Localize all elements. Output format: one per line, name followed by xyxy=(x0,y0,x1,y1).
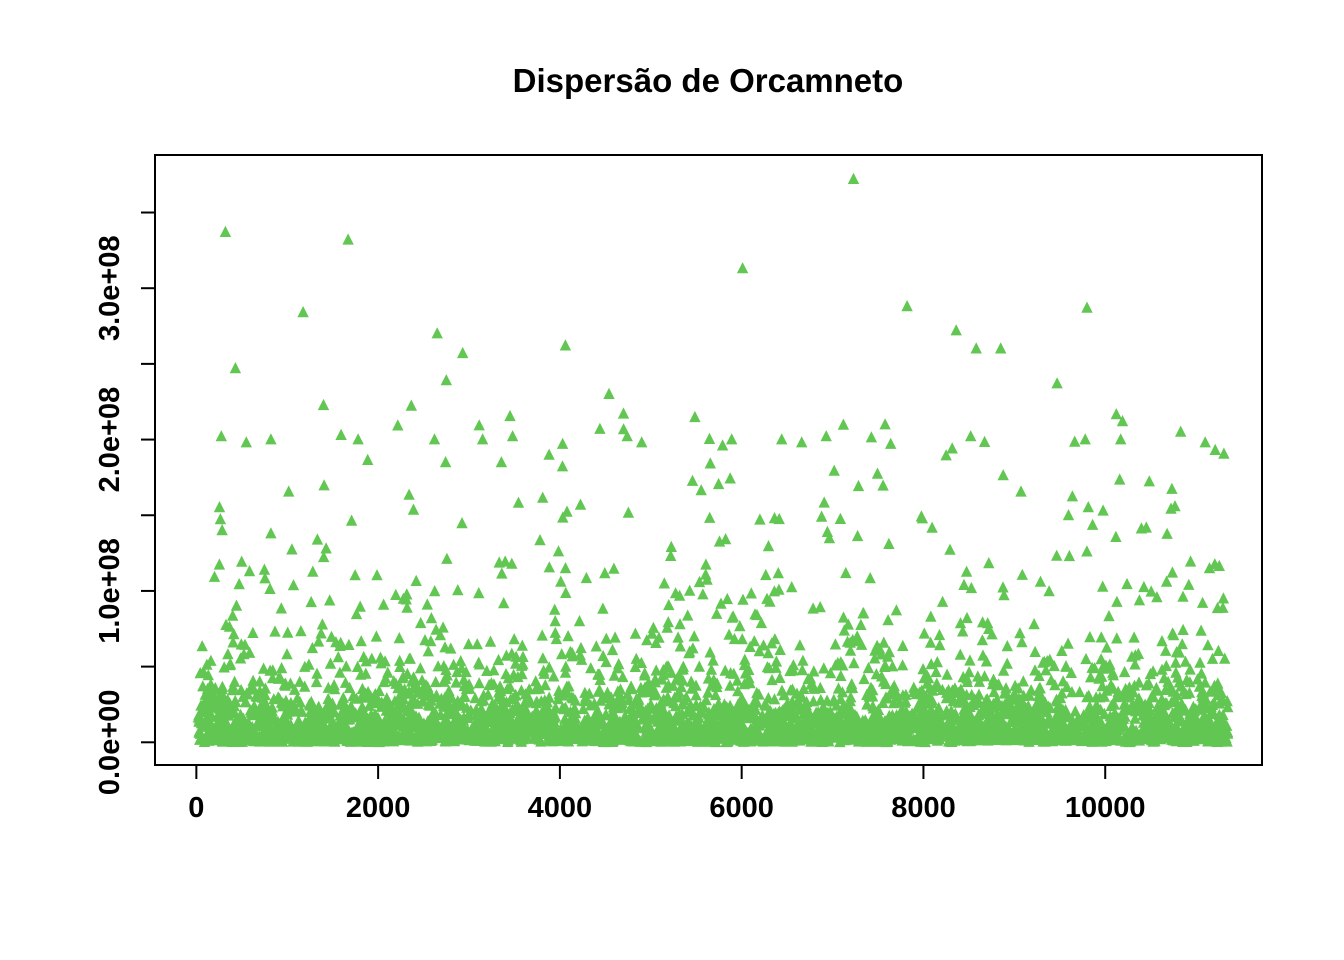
scatter-triangles xyxy=(192,172,1234,748)
y-tick-label: 1.0e+08 xyxy=(94,538,126,644)
x-tick-label: 8000 xyxy=(891,792,956,824)
y-tick-label: 3.0e+08 xyxy=(94,235,126,341)
y-tick-label: 0.0e+00 xyxy=(94,689,126,795)
x-tick-label: 10000 xyxy=(1065,792,1146,824)
chart-title: Dispersão de Orcamneto xyxy=(513,62,904,99)
x-tick-label: 0 xyxy=(188,792,204,824)
scatter-points-layer xyxy=(192,172,1234,748)
plot-box xyxy=(154,154,1263,766)
x-tick-label: 6000 xyxy=(709,792,774,824)
y-tick-label: 2.0e+08 xyxy=(94,387,126,493)
axes-layer: 0 2000 4000 6000 8000 10000 0.0e+00 1.0e+08 2.0e… xyxy=(94,154,1263,824)
x-tick-label: 2000 xyxy=(346,792,411,824)
x-tick-label: 4000 xyxy=(528,792,593,824)
